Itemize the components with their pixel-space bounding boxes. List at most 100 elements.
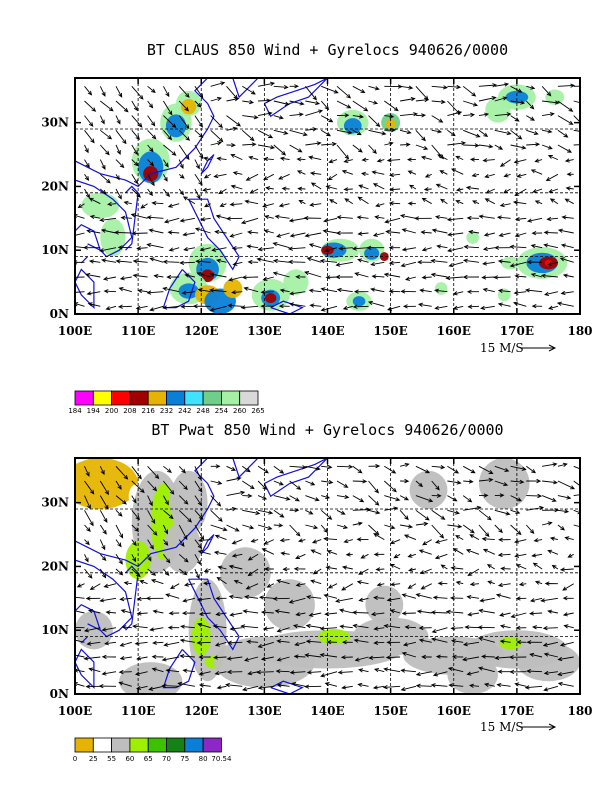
wind-vector xyxy=(462,495,473,503)
wind-vector xyxy=(210,96,222,102)
wind-vector xyxy=(440,198,448,205)
wind-vector xyxy=(512,200,527,205)
wind-vector xyxy=(515,564,527,570)
wind-vector xyxy=(452,305,464,310)
wind-vector xyxy=(530,244,543,249)
wind-vector xyxy=(99,510,108,524)
wind-vector xyxy=(400,85,414,90)
colorbar-label: 248 xyxy=(196,407,209,415)
wind-vector xyxy=(376,158,385,163)
wind-vector xyxy=(435,183,448,190)
data-cell xyxy=(479,458,530,510)
wind-vector xyxy=(84,86,93,96)
wind-vector xyxy=(147,568,157,576)
plot-area xyxy=(75,458,580,694)
data-cell xyxy=(505,90,529,104)
wind-vector xyxy=(177,681,195,687)
wind-vector xyxy=(400,524,414,529)
wind-vector xyxy=(463,505,482,511)
colorbar-swatch xyxy=(202,390,222,406)
wind-vector xyxy=(557,115,574,125)
wind-vector xyxy=(117,304,132,309)
wind-vector xyxy=(305,524,319,530)
wind-vector xyxy=(384,465,397,474)
wind-vector xyxy=(358,568,369,575)
wind-vector xyxy=(478,465,494,474)
wind-vector xyxy=(451,654,464,660)
wind-vector xyxy=(389,539,401,545)
wind-vector xyxy=(137,288,148,294)
x-tick-label: 130E xyxy=(247,324,281,338)
wind-vector xyxy=(499,159,511,167)
wind-vector xyxy=(178,465,186,474)
wind-vector xyxy=(282,567,290,572)
wind-vector xyxy=(308,155,322,161)
wind-vector xyxy=(287,246,306,251)
wind-vector xyxy=(197,622,211,629)
wind-vector xyxy=(431,524,445,539)
wind-vector xyxy=(385,229,401,234)
wind-vector xyxy=(485,188,495,194)
wind-vector xyxy=(105,305,117,311)
wind-vector xyxy=(115,174,120,181)
wind-vector xyxy=(531,625,543,630)
coastline xyxy=(75,179,133,258)
wind-vector xyxy=(305,639,322,644)
wind-vector xyxy=(256,257,274,263)
wind-vector xyxy=(393,553,401,559)
wind-vector xyxy=(83,245,101,250)
wind-vector xyxy=(242,480,255,490)
wind-vector xyxy=(387,305,401,311)
data-cell xyxy=(516,642,580,682)
wind-vector xyxy=(153,273,164,279)
wind-vector xyxy=(497,669,511,674)
colorbar-label: 208 xyxy=(123,407,136,415)
wind-vector xyxy=(232,171,243,176)
wind-vector xyxy=(510,144,527,150)
coastline xyxy=(162,268,196,309)
wind-vector xyxy=(264,214,274,220)
wind-vector xyxy=(99,159,106,170)
wind-vector xyxy=(131,554,137,563)
wind-vector xyxy=(415,465,431,474)
wind-vector xyxy=(273,100,290,106)
wind-vector xyxy=(356,215,369,220)
colorbar-swatch xyxy=(129,737,149,753)
wind-vector xyxy=(178,85,190,98)
wind-vector xyxy=(210,495,222,507)
wind-vector xyxy=(415,480,424,488)
wind-vector xyxy=(84,524,91,532)
x-tick-label: 150E xyxy=(374,704,408,718)
wind-vector xyxy=(399,462,410,468)
wind-vector xyxy=(559,641,574,647)
coastline xyxy=(188,578,240,651)
wind-vector xyxy=(432,595,448,600)
data-cell xyxy=(318,628,350,645)
wind-vector xyxy=(466,594,480,600)
wind-vector xyxy=(368,85,380,91)
wind-vector xyxy=(167,230,180,235)
wind-vector xyxy=(198,683,211,688)
wind-vector xyxy=(309,303,322,308)
wind-vector xyxy=(319,652,338,658)
wind-vector xyxy=(557,83,576,88)
data-cell xyxy=(81,192,120,219)
colorbar-swatch xyxy=(202,737,222,753)
wind-vector xyxy=(368,129,387,136)
wind-vector xyxy=(163,568,170,576)
wind-vector xyxy=(370,287,385,293)
wind-vector xyxy=(515,596,527,601)
wind-vector xyxy=(557,144,572,153)
wind-vector xyxy=(375,203,385,208)
wind-vector xyxy=(352,610,369,615)
wind-vector xyxy=(312,568,322,575)
wind-vector xyxy=(213,550,227,555)
wind-vector xyxy=(352,521,363,526)
wind-vector xyxy=(182,668,195,673)
wind-vector xyxy=(209,305,227,312)
coastline xyxy=(263,78,328,118)
wind-vector xyxy=(210,464,221,469)
wind-vector xyxy=(383,480,397,493)
wind-vector xyxy=(85,596,101,601)
wind-vector xyxy=(336,509,346,515)
